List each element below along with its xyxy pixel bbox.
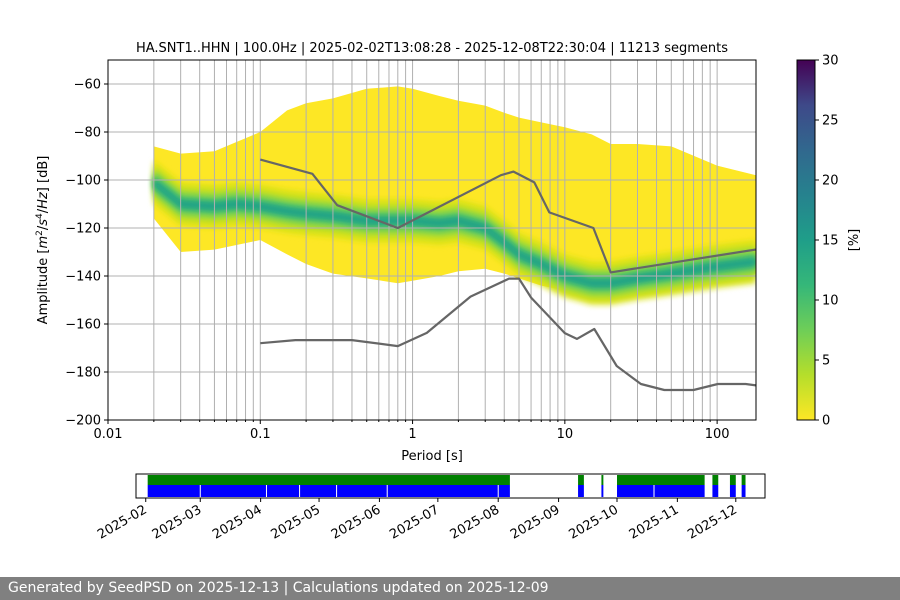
- timeline-tick-label: 2025-03: [150, 502, 205, 542]
- footer-bar: Generated by SeedPSD on 2025-12-13 | Cal…: [0, 577, 900, 600]
- y-label-exp-4: 4: [35, 213, 45, 219]
- colorbar-ticks: 0 5 10 15 20 25 30: [815, 54, 839, 429]
- colorbar-tick-label: 10: [822, 294, 839, 309]
- y-tick-label: −140: [65, 270, 101, 285]
- coverage-segment-bottom: [617, 485, 705, 497]
- axes: 0.01 0.1 1 10 100 −200 −180 −160 −140 −120 −100 −80…: [65, 78, 729, 443]
- coverage-segment-bottom: [729, 485, 736, 497]
- model-line-nlnm: [260, 277, 756, 392]
- noise-model-lines: [260, 158, 756, 392]
- colorbar: [796, 59, 816, 421]
- coverage-segment-bottom: [741, 485, 746, 497]
- colorbar-label: [%]: [847, 229, 862, 252]
- colorbar-tick-label: 25: [822, 114, 839, 129]
- x-tick-label: 1: [408, 427, 416, 442]
- y-label-slash-2: /: [36, 208, 51, 213]
- model-line-nhnm: [260, 158, 756, 274]
- timeline-tick-label: 2025-06: [329, 502, 384, 542]
- plot-area: [153, 86, 756, 305]
- y-tick-label: −180: [65, 366, 101, 381]
- y-label-unit-hz: Hz: [36, 191, 51, 209]
- coverage-segment-top: [147, 475, 510, 485]
- y-label-slash: /: [36, 225, 51, 230]
- timeline-tick-label: 2025-09: [508, 502, 563, 542]
- coverage-segment-top: [617, 475, 705, 485]
- coverage-segment-top: [578, 475, 584, 485]
- timeline-tick-label: 2025-10: [566, 502, 621, 542]
- timeline-tick-label: 2025-12: [685, 502, 740, 542]
- y-tick-label: −100: [65, 174, 101, 189]
- x-tick-label: 100: [705, 427, 730, 442]
- x-tick-label: 0.01: [94, 427, 123, 442]
- psd-chart: HA.SNT1..HHN | 100.0Hz | 2025-02-02T13:0…: [35, 41, 862, 543]
- y-label-unit-m: m: [36, 236, 51, 249]
- y-label-unit-s: s: [36, 219, 51, 226]
- timeline-tick-label: 2025-11: [627, 502, 682, 542]
- timeline-tick-label: 2025-04: [210, 502, 265, 542]
- timeline-tick-label: 2025-02: [95, 502, 150, 542]
- colorbar-tick-label: 30: [822, 54, 839, 69]
- grid: [107, 60, 756, 421]
- y-label-exp-2: 2: [35, 230, 45, 236]
- coverage-segment-bottom: [601, 485, 604, 497]
- timeline-tick-label: 2025-08: [448, 502, 503, 542]
- coverage-segment-top: [729, 475, 736, 485]
- coverage-segment-top: [712, 475, 719, 485]
- y-tick-label: −200: [65, 414, 101, 429]
- x-tick-label: 10: [557, 427, 574, 442]
- x-axis-label: Period [s]: [401, 449, 463, 464]
- colorbar-tick-label: 5: [822, 354, 830, 369]
- y-tick-label: −60: [74, 78, 101, 93]
- availability-timeline: 2025-02 2025-03 2025-04 2025-05 2025-06 2025-…: [95, 473, 766, 543]
- coverage-segment-top: [741, 475, 746, 485]
- y-tick-label: −120: [65, 222, 101, 237]
- y-axis-label: Amplitude [m2/s4/Hz] [dB]: [35, 156, 51, 325]
- density-band-mid-low: [153, 168, 756, 298]
- y-label-prefix: Amplitude [: [36, 249, 51, 325]
- chart-title: HA.SNT1..HHN | 100.0Hz | 2025-02-02T13:0…: [136, 41, 728, 56]
- density-envelope: [153, 86, 756, 293]
- y-tick-label: −160: [65, 318, 101, 333]
- x-tick-label: 0.1: [250, 427, 271, 442]
- coverage-segment-bottom: [147, 485, 510, 497]
- colorbar-tick-label: 15: [822, 234, 839, 249]
- coverage-segment-top: [601, 475, 604, 485]
- plot-frame: [107, 59, 757, 421]
- coverage-segment-bottom: [712, 485, 719, 497]
- colorbar-tick-label: 20: [822, 174, 839, 189]
- timeline-tick-label: 2025-05: [269, 502, 324, 542]
- timeline-tick-label: 2025-07: [387, 502, 442, 542]
- y-tick-label: −80: [74, 126, 101, 141]
- footer-text: Generated by SeedPSD on 2025-12-13 | Cal…: [8, 580, 549, 596]
- coverage-segment-bottom: [578, 485, 584, 497]
- y-label-suffix: ] [dB]: [36, 156, 51, 193]
- colorbar-tick-label: 0: [822, 414, 830, 429]
